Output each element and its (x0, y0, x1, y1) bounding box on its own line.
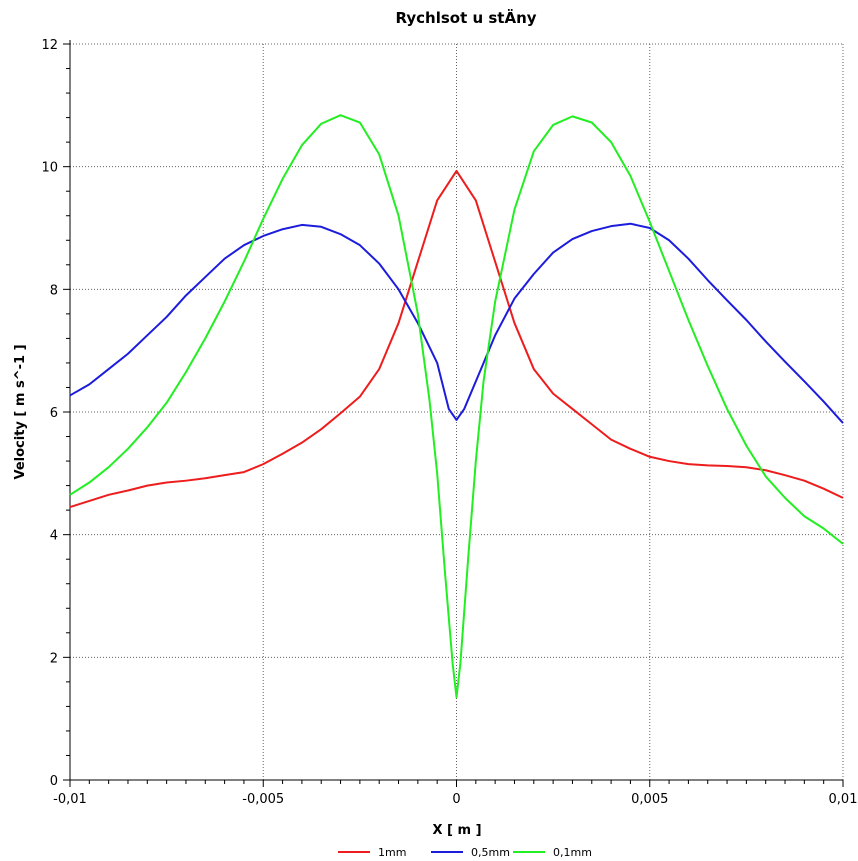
legend: 1mm 0,5mm 0,1mm (338, 846, 592, 859)
plot-area (70, 44, 843, 780)
legend-label: 0,5mm (471, 846, 510, 859)
y-tick-label: 4 (50, 529, 58, 544)
y-tick-label: 8 (50, 283, 58, 298)
legend-label: 1mm (378, 846, 406, 859)
x-tick-label: 0,01 (829, 792, 858, 807)
chart-title: Rychlsot u stÄny (395, 8, 536, 27)
x-tick-label: 0 (452, 792, 460, 807)
y-tick-label: 6 (50, 406, 58, 421)
x-tick-label: -0,005 (242, 792, 284, 807)
x-tick-label: 0,005 (631, 792, 668, 807)
x-axis-title: X [ m ] (432, 823, 481, 838)
series-line-0,1mm (69, 114, 844, 699)
legend-label: 0,1mm (553, 846, 592, 859)
y-tick-label: 0 (50, 774, 58, 789)
series-line-1mm (69, 169, 844, 509)
y-tick-label: 2 (50, 651, 58, 666)
x-tick-label: -0,01 (53, 792, 87, 807)
y-tick-label: 12 (41, 38, 58, 53)
y-axis-title: Velocity [ m s^-1 ] (13, 344, 28, 479)
axes: 0 2 4 6 8 10 12 -0,01 -0,005 0 0,005 0,01 (41, 38, 857, 807)
series-line-0,5mm (69, 222, 844, 424)
series-group (69, 114, 844, 699)
y-tick-label: 10 (41, 161, 58, 176)
